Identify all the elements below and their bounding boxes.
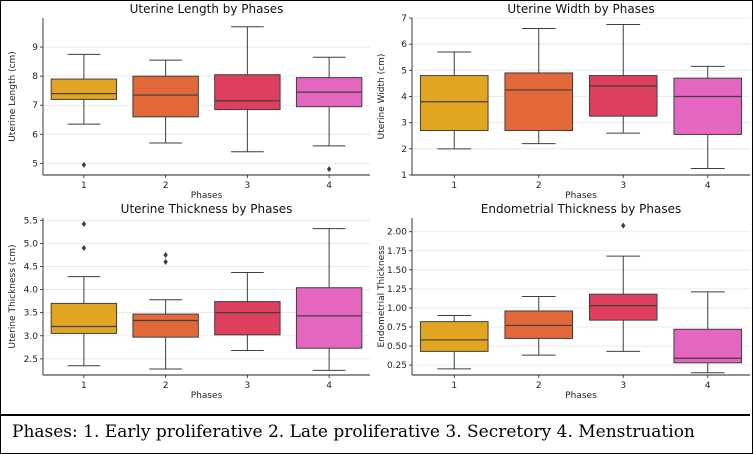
chart1-x-tick-label: 3 xyxy=(245,181,251,191)
chart4-x-tick-label: 4 xyxy=(705,381,711,391)
chart4-box-phase-3 xyxy=(588,293,658,321)
chart4-y-tick-label: 1.25 xyxy=(387,285,407,295)
chart2-y-tick-label: 2 xyxy=(401,145,407,155)
chart3-y-tick-label: 4.5 xyxy=(24,262,38,272)
chart1-x-tick-label: 2 xyxy=(163,181,169,191)
chart3-title: Uterine Thickness by Phases xyxy=(121,202,293,216)
chart3-x-tick-label: 2 xyxy=(163,381,169,391)
chart1-x-tick-label: 4 xyxy=(326,181,332,191)
chart1-y-axis-label: Uterine Length (cm) xyxy=(8,51,18,142)
chart4-x-tick-label: 3 xyxy=(620,381,626,391)
chart3-group: 2.5 3.0 3.5 4.0 4.5 5.0 5.5 1 2 3 4 Uterine Thickne… xyxy=(8,202,370,401)
chart3-box-phase-3 xyxy=(214,301,281,336)
chart3-outlier-point xyxy=(163,251,168,258)
chart1-y-tick-label: 5 xyxy=(32,159,38,169)
chart2-y-tick-label: 7 xyxy=(401,14,407,24)
chart4-y-tick-label: 1.00 xyxy=(387,304,407,314)
chart1-y-tick-label: 9 xyxy=(32,43,38,53)
chart2-title: Uterine Width by Phases xyxy=(507,2,654,16)
chart3-x-axis-label: Phases xyxy=(191,391,223,401)
chart3-outlier-point xyxy=(81,245,87,252)
chart1-title: Uterine Length by Phases xyxy=(130,2,284,16)
chart1-group: 5 6 7 8 9 1 2 3 4 Uterine Length by Phases Phases U… xyxy=(8,2,370,201)
chart2-box-phase-4 xyxy=(673,77,743,135)
chart3-x-tick-label: 4 xyxy=(326,381,332,391)
chart3-y-axis-label: Uterine Thickness (cm) xyxy=(8,244,18,348)
chart4-x-tick-label: 2 xyxy=(536,381,542,391)
chart4-box-phase-4 xyxy=(673,328,743,364)
chart4-y-axis-label: Endometrial Thickness xyxy=(377,245,387,347)
chart1-y-tick-label: 7 xyxy=(32,101,38,111)
caption-box: Phases: 1. Early proliferative 2. Late p… xyxy=(1,414,750,452)
chart4-box-phase-2 xyxy=(504,310,574,339)
chart4-y-tick-label: 1.75 xyxy=(387,247,407,257)
chart1-x-axis-label: Phases xyxy=(191,191,223,201)
chart3-y-tick-label: 5.0 xyxy=(24,239,39,249)
chart4-y-tick-label: 0.75 xyxy=(387,323,407,333)
chart4-outlier-point xyxy=(621,222,626,229)
chart2-box-phase-3 xyxy=(588,75,658,117)
chart3-y-tick-label: 3.0 xyxy=(24,332,39,342)
chart3-x-tick-label: 3 xyxy=(245,381,251,391)
chart2-box-phase-1 xyxy=(419,75,489,132)
chart4-x-tick-label: 1 xyxy=(451,381,457,391)
chart1-x-tick-label: 1 xyxy=(81,181,87,191)
chart1-y-tick-label: 6 xyxy=(32,130,38,140)
chart4-y-tick-label: 0.50 xyxy=(387,342,407,352)
chart3-y-tick-label: 3.5 xyxy=(24,309,38,319)
chart1-outlier-point xyxy=(81,161,87,168)
chart1-box-phase-1 xyxy=(50,78,118,100)
chart4-y-tick-label: 1.50 xyxy=(387,266,407,276)
chart4-box-phase-1 xyxy=(419,321,489,352)
chart3-outlier-point xyxy=(81,221,87,228)
chart3-box-phase-4 xyxy=(295,287,363,349)
chart4-group: 0.25 0.50 0.75 1.00 1.25 1.50 1.75 2.00 1 2 3 4 Endo… xyxy=(377,202,750,401)
chart2-y-tick-label: 6 xyxy=(401,40,407,50)
chart1-y-tick-label: 8 xyxy=(32,72,38,82)
chart2-x-tick-label: 1 xyxy=(451,181,457,191)
chart3-box-phase-1 xyxy=(50,302,118,334)
chart3-x-tick-label: 1 xyxy=(81,381,87,391)
chart1-outlier-point xyxy=(326,166,332,173)
chart2-y-axis-label: Uterine Width (cm) xyxy=(377,54,387,140)
chart4-y-tick-label: 2.00 xyxy=(387,228,407,238)
chart3-y-tick-label: 5.5 xyxy=(24,216,38,226)
chart2-x-tick-label: 2 xyxy=(536,181,542,191)
chart2-x-tick-label: 4 xyxy=(705,181,711,191)
chart1-box-phase-3 xyxy=(214,74,281,111)
chart2-x-axis-label: Phases xyxy=(565,191,597,201)
chart2-x-tick-label: 3 xyxy=(620,181,626,191)
chart3-box-phase-2 xyxy=(132,313,199,338)
chart2-group: 1 2 3 4 5 6 7 1 2 3 4 Uterine Width by Phases Phases… xyxy=(377,2,750,201)
chart2-y-tick-label: 1 xyxy=(401,171,407,181)
chart3-y-tick-label: 2.5 xyxy=(24,355,38,365)
chart2-y-tick-label: 3 xyxy=(401,119,407,129)
figure-caption: Phases: 1. Early proliferative 2. Late p… xyxy=(12,422,695,442)
chart2-box-phase-2 xyxy=(504,72,574,132)
chart4-title: Endometrial Thickness by Phases xyxy=(481,202,681,216)
chart2-y-tick-label: 4 xyxy=(401,93,407,103)
chart4-x-axis-label: Phases xyxy=(565,391,597,401)
chart3-outlier-point xyxy=(163,258,168,265)
chart4-y-tick-label: 0.25 xyxy=(387,361,407,371)
chart1-box-phase-2 xyxy=(132,75,199,118)
chart2-y-tick-label: 5 xyxy=(401,66,407,76)
chart3-y-tick-label: 4.0 xyxy=(24,286,39,296)
